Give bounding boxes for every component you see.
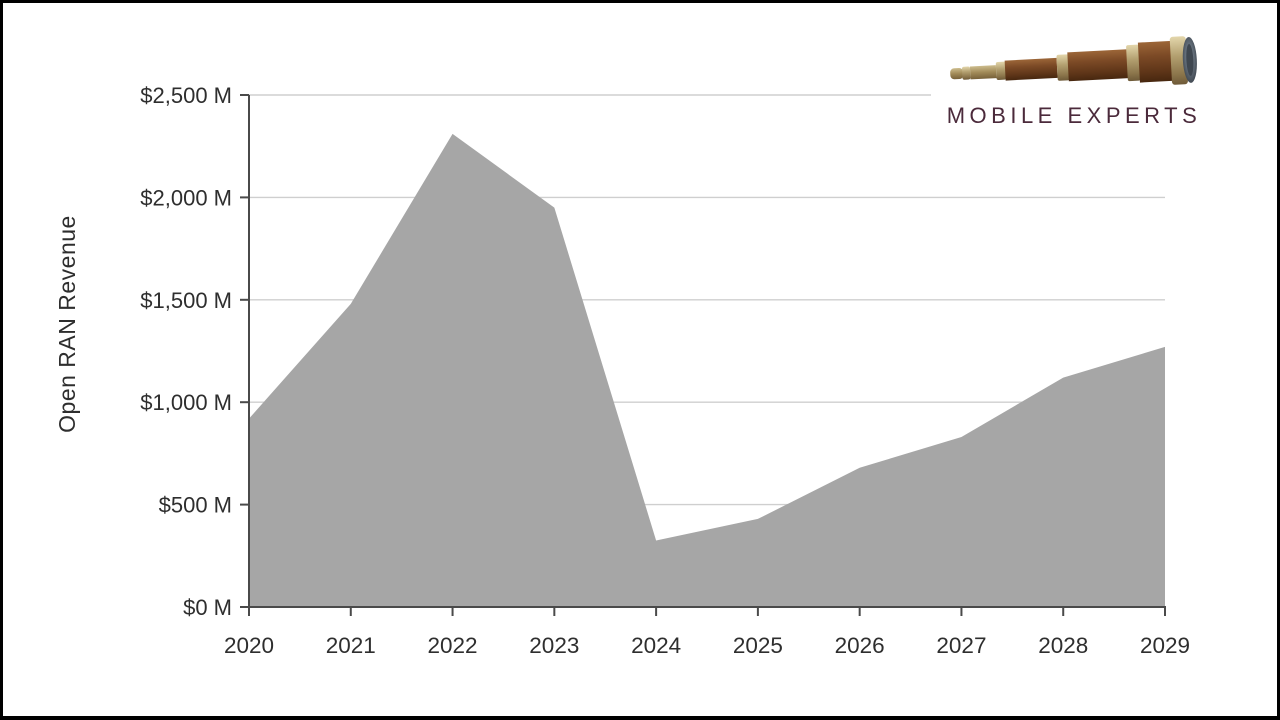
x-tick-label: 2025 bbox=[733, 633, 783, 658]
area-chart: $0 M $500 M $1,000 M $1,500 M $2,000 M $2,500… bbox=[140, 83, 1190, 658]
x-tick-label: 2028 bbox=[1038, 633, 1088, 658]
y-tick-label: $1,000 M bbox=[140, 390, 232, 415]
x-tick-label: 2020 bbox=[224, 633, 274, 658]
x-tick-label: 2029 bbox=[1140, 633, 1190, 658]
x-tick-label: 2024 bbox=[631, 633, 681, 658]
x-tick-label: 2021 bbox=[326, 633, 376, 658]
x-tick-label: 2026 bbox=[835, 633, 885, 658]
logo-text: MOBILE EXPERTS bbox=[946, 103, 1202, 128]
y-tick-label: $1,500 M bbox=[140, 288, 232, 313]
y-axis-title: Open RAN Revenue bbox=[54, 215, 80, 433]
y-tick-label: $2,000 M bbox=[140, 185, 232, 210]
x-tick-label: 2022 bbox=[428, 633, 478, 658]
x-tick-label: 2027 bbox=[936, 633, 986, 658]
revenue-area bbox=[249, 133, 1165, 608]
chart-canvas: $0 M $500 M $1,000 M $1,500 M $2,000 M $2,500… bbox=[3, 3, 1277, 716]
y-tick-label: $2,500 M bbox=[140, 83, 232, 108]
y-tick-label: $0 M bbox=[183, 595, 232, 620]
logo: MOBILE EXPERTS bbox=[931, 33, 1217, 147]
y-tick-label: $500 M bbox=[159, 493, 232, 518]
telescope-logo-image bbox=[950, 36, 1197, 85]
x-tick-label: 2023 bbox=[529, 633, 579, 658]
